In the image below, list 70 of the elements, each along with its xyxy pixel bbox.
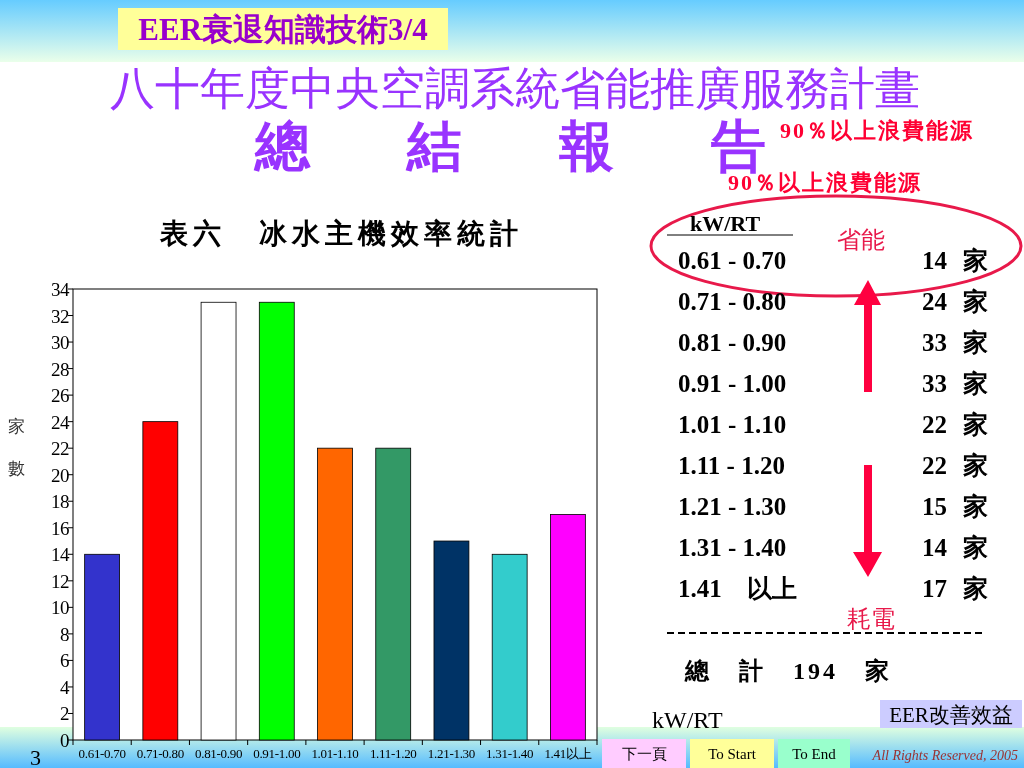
text: 22 家 <box>922 452 989 479</box>
text: 0.61 - 0.70 <box>678 247 787 274</box>
text: To Start <box>708 746 757 762</box>
text: To End <box>792 746 837 762</box>
text: All Rights Reserved, 2005 <box>871 748 1018 763</box>
y-tick-label: 32 <box>51 305 69 327</box>
y-tick-label: 4 <box>60 676 70 698</box>
text: 15 家 <box>922 493 989 520</box>
y-tick-label: 14 <box>51 544 70 566</box>
y-tick-label: 24 <box>51 411 70 433</box>
text: 33 家 <box>922 370 989 397</box>
text: 耗電 <box>847 606 895 632</box>
y-tick-label: 16 <box>51 517 69 539</box>
text: 省能 <box>837 227 885 253</box>
x-tick-label: 0.81-0.90 <box>194 746 243 761</box>
bar <box>491 553 528 741</box>
x-tick-label: 1.11-1.20 <box>369 746 417 761</box>
x-tick-label: 1.31-1.40 <box>486 746 534 761</box>
text: 3 <box>30 745 41 768</box>
text: 0.91 - 1.00 <box>678 370 787 397</box>
text: 1.31 - 1.40 <box>678 534 787 561</box>
text: 八十年度中央空調系統省能推廣服務計畫 <box>110 64 920 114</box>
y-tick-label: 18 <box>51 491 69 513</box>
text: 家數 <box>7 417 25 478</box>
text: 33 家 <box>922 329 989 356</box>
x-tick-label: 1.01-1.10 <box>311 746 359 761</box>
bar <box>142 421 179 741</box>
bar <box>433 540 470 741</box>
chart-title: 表六 冰水主機效率統計 <box>159 218 523 249</box>
y-tick-label: 12 <box>51 570 69 592</box>
x-tick-label: 1.41以上 <box>544 746 592 761</box>
y-tick-label: 0 <box>60 730 69 751</box>
bar <box>375 447 412 741</box>
x-tick-label: 1.21-1.30 <box>427 746 476 761</box>
text: 下一頁 <box>621 746 667 762</box>
text: 0.81 - 0.90 <box>678 329 787 356</box>
text: 14 家 <box>922 534 989 561</box>
y-tick-label: 6 <box>60 650 69 672</box>
text: 14 家 <box>922 247 989 274</box>
y-tick-label: 34 <box>51 279 70 300</box>
text: 總 計 194 家 <box>684 658 892 684</box>
text: 17 家 <box>922 575 989 602</box>
text: EER衰退知識技術3/4 <box>138 12 428 47</box>
text: 24 家 <box>922 288 989 315</box>
bar <box>550 514 586 741</box>
x-tick-label: 0.61-0.70 <box>78 746 126 761</box>
y-tick-label: 28 <box>51 358 69 380</box>
bar <box>84 553 120 741</box>
text: EER改善效益 <box>889 703 1013 727</box>
text: 90％以上浪費能源 <box>780 118 974 143</box>
y-tick-label: 30 <box>51 332 69 354</box>
text: 22 家 <box>922 411 989 438</box>
text: 1.01 - 1.10 <box>678 411 787 438</box>
text: 0.71 - 0.80 <box>678 288 787 315</box>
x-tick-label: 0.91-1.00 <box>253 746 301 761</box>
bar <box>200 301 237 741</box>
y-tick-label: 8 <box>60 623 69 645</box>
x-axis-title: kW/RT <box>652 707 723 733</box>
bar <box>317 447 353 741</box>
y-tick-label: 22 <box>51 438 69 460</box>
text: 1.11 - 1.20 <box>678 452 785 479</box>
text: kW/RT <box>690 211 761 236</box>
y-tick-label: 10 <box>51 597 69 619</box>
y-tick-label: 20 <box>51 464 69 486</box>
x-tick-label: 0.71-0.80 <box>136 746 184 761</box>
y-tick-label: 2 <box>60 703 69 725</box>
text: 1.21 - 1.30 <box>678 493 787 520</box>
y-tick-label: 26 <box>51 385 69 407</box>
bar <box>258 301 295 741</box>
text: 1.41 以上 <box>678 575 797 602</box>
